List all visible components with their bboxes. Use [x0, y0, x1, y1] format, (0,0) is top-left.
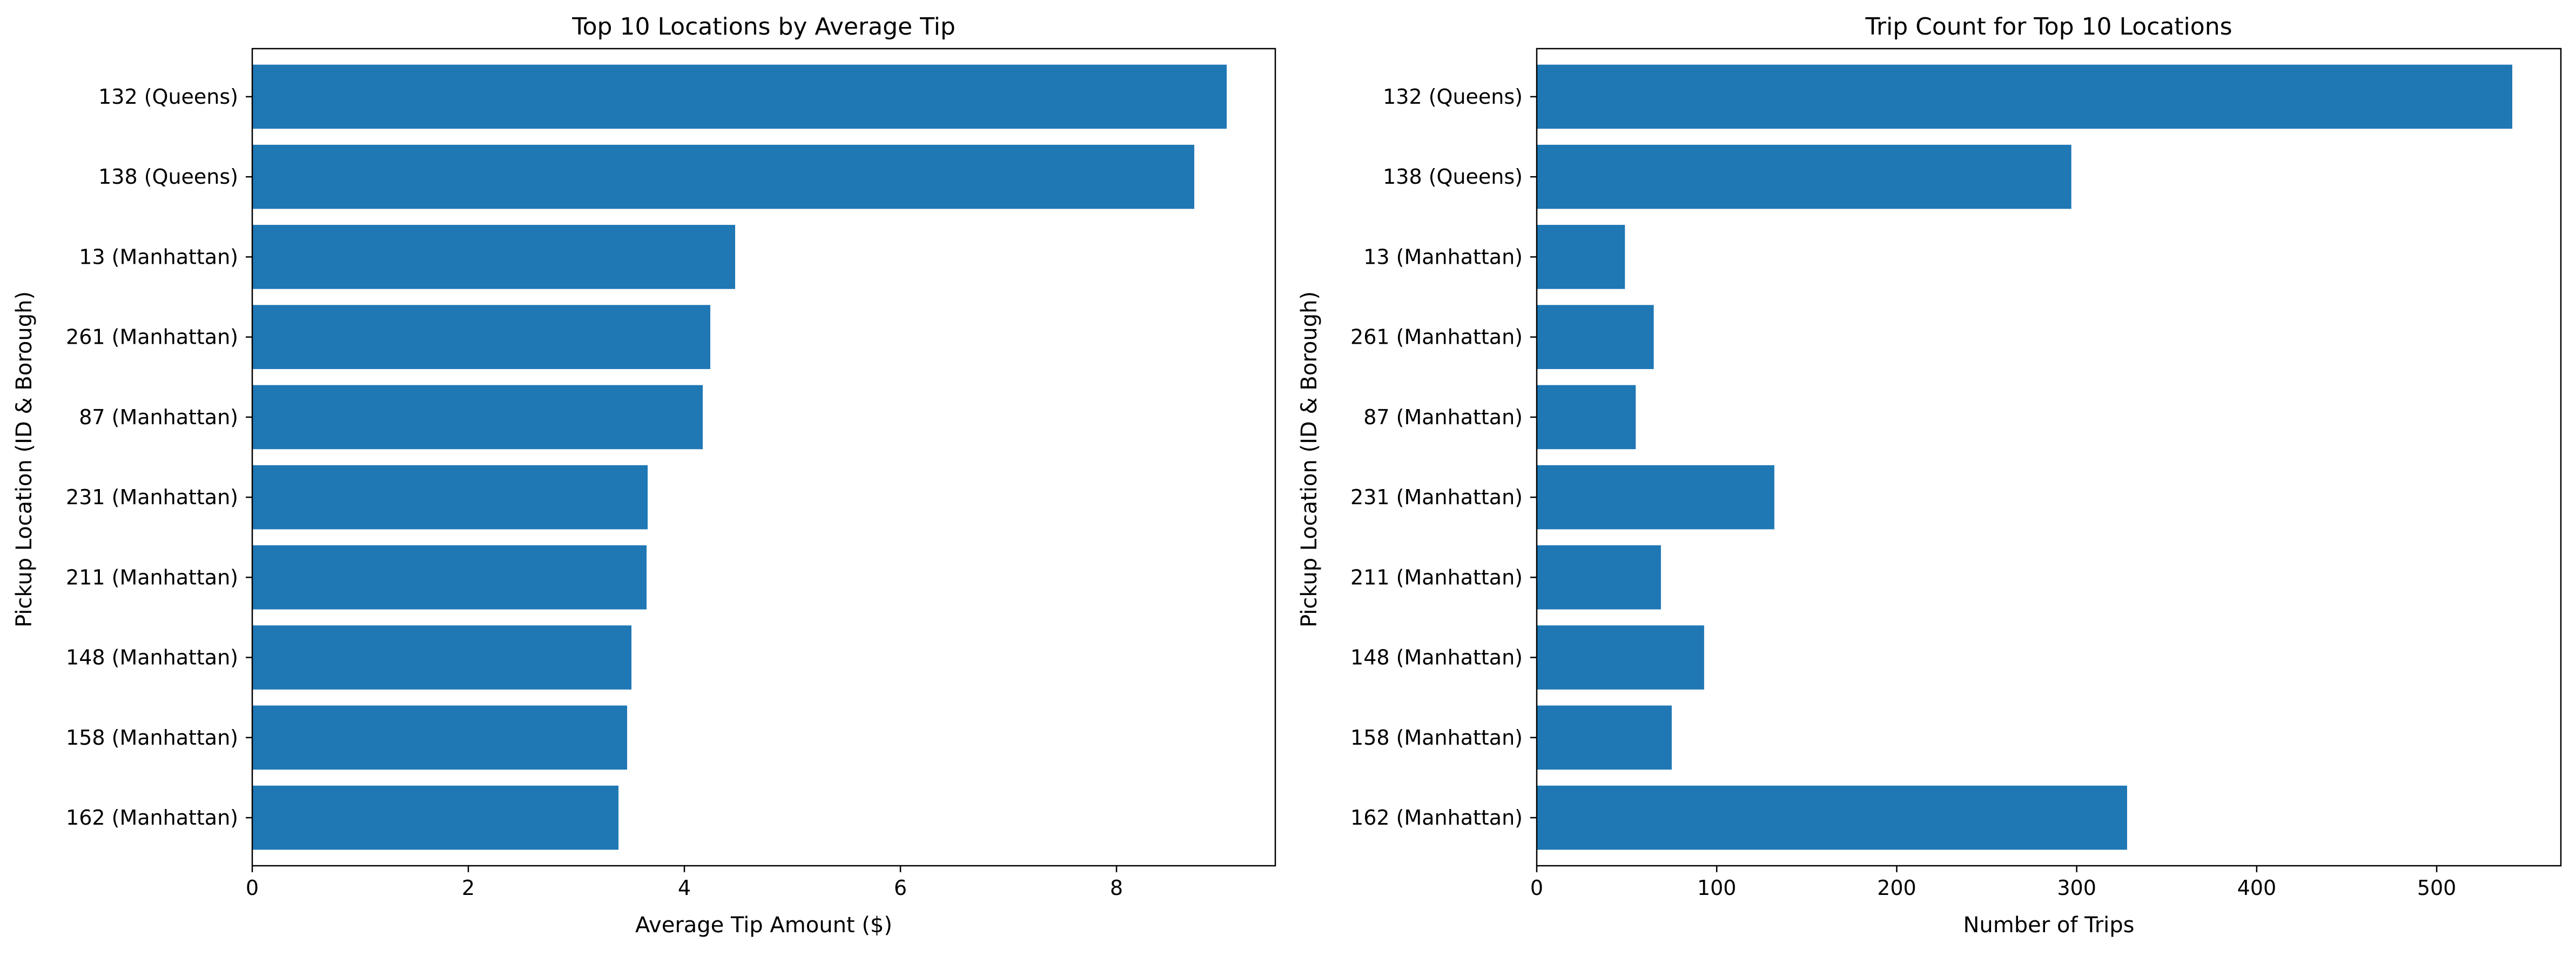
bar — [252, 385, 703, 450]
y-tick-label: 162 (Manhattan) — [1350, 806, 1523, 830]
x-tick-label: 8 — [1110, 876, 1123, 900]
y-tick-label: 87 (Manhattan) — [1363, 405, 1523, 429]
bar — [252, 64, 1227, 129]
y-tick-label: 148 (Manhattan) — [66, 646, 238, 670]
y-tick-label: 13 (Manhattan) — [1363, 245, 1523, 269]
x-tick-label: 2 — [462, 876, 475, 900]
bar — [1537, 64, 2513, 129]
x-tick-label: 500 — [2417, 876, 2457, 900]
x-tick-label: 100 — [1697, 876, 1737, 900]
x-axis-label: Average Tip Amount ($) — [635, 913, 892, 938]
plot-frame — [251, 48, 1276, 867]
y-tick-label: 261 (Manhattan) — [1350, 325, 1523, 349]
bar — [252, 705, 627, 770]
bar — [252, 545, 647, 610]
bar — [1537, 625, 1704, 690]
x-tick-group: 0 100 200 300 400 500 — [1530, 866, 2456, 900]
bar — [1537, 305, 1654, 369]
x-tick-label: 200 — [1877, 876, 1916, 900]
chart-title: Top 10 Locations by Average Tip — [571, 13, 956, 41]
y-tick-group: 132 (Queens) 138 (Queens) 13 (Manhattan) 26… — [66, 85, 252, 830]
y-tick-label: 13 (Manhattan) — [79, 245, 238, 269]
y-tick-label: 211 (Manhattan) — [1350, 565, 1523, 589]
bar — [1537, 385, 1636, 450]
bar-group — [1537, 64, 2513, 850]
y-tick-label: 138 (Queens) — [1383, 165, 1523, 189]
y-tick-label: 132 (Queens) — [1383, 85, 1523, 109]
y-tick-label: 158 (Manhattan) — [1350, 726, 1523, 750]
bar — [252, 144, 1194, 209]
x-tick-label: 400 — [2237, 876, 2277, 900]
x-tick-group: 0 2 4 6 8 — [246, 866, 1123, 900]
y-tick-label: 231 (Manhattan) — [1350, 485, 1523, 509]
bar-group — [252, 64, 1227, 850]
bar — [1537, 225, 1625, 289]
bar — [1537, 705, 1672, 770]
x-tick-label: 4 — [678, 876, 691, 900]
x-axis-label: Number of Trips — [1963, 913, 2134, 938]
chart-title: Trip Count for Top 10 Locations — [1865, 13, 2232, 41]
x-tick-label: 6 — [894, 876, 907, 900]
bar — [1537, 144, 2071, 209]
bar — [252, 625, 631, 690]
bar — [252, 465, 648, 530]
chart-panel-average-tip: Top 10 Locations by Average Tip Average … — [12, 13, 1276, 938]
y-axis-label: Pickup Location (ID & Borough) — [12, 291, 37, 627]
bar — [1537, 545, 1661, 610]
y-tick-label: 231 (Manhattan) — [66, 485, 238, 509]
x-tick-label: 0 — [1530, 876, 1543, 900]
x-tick-label: 0 — [246, 876, 259, 900]
bar — [252, 305, 710, 369]
y-axis-label: Pickup Location (ID & Borough) — [1297, 291, 1322, 627]
bar — [252, 225, 735, 289]
chart-panel-trip-count: Trip Count for Top 10 Locations Number o… — [1297, 13, 2562, 938]
bar — [1537, 465, 1774, 530]
x-tick-label: 300 — [2057, 876, 2096, 900]
y-tick-label: 132 (Queens) — [98, 85, 238, 109]
y-tick-label: 138 (Queens) — [98, 165, 238, 189]
bar — [252, 785, 618, 850]
y-tick-label: 211 (Manhattan) — [66, 565, 238, 589]
y-tick-label: 162 (Manhattan) — [66, 806, 238, 830]
y-tick-label: 158 (Manhattan) — [66, 726, 238, 750]
y-tick-label: 261 (Manhattan) — [66, 325, 238, 349]
bar — [1537, 785, 2127, 850]
y-tick-label: 87 (Manhattan) — [79, 405, 238, 429]
y-tick-group: 132 (Queens) 138 (Queens) 13 (Manhattan) 26… — [1350, 85, 1537, 830]
y-tick-label: 148 (Manhattan) — [1350, 646, 1523, 670]
plot-frame — [1536, 48, 2562, 867]
